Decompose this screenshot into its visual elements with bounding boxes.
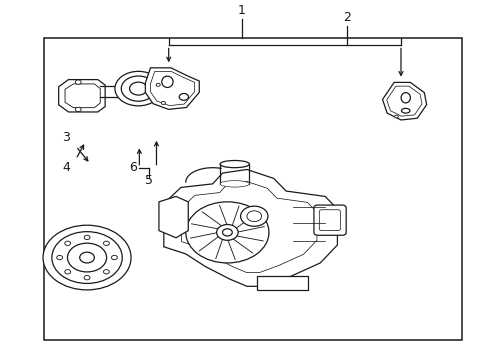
Circle shape <box>240 206 267 226</box>
Circle shape <box>43 225 131 290</box>
Polygon shape <box>150 72 194 105</box>
Circle shape <box>103 270 109 274</box>
Circle shape <box>216 225 238 240</box>
Ellipse shape <box>220 161 249 168</box>
Circle shape <box>181 82 190 90</box>
Circle shape <box>157 80 180 97</box>
Polygon shape <box>256 275 307 290</box>
Text: 3: 3 <box>62 131 70 144</box>
Circle shape <box>156 83 160 86</box>
Circle shape <box>394 115 398 118</box>
Circle shape <box>52 232 122 283</box>
Circle shape <box>115 71 162 106</box>
Circle shape <box>84 235 90 239</box>
Circle shape <box>161 102 165 104</box>
Polygon shape <box>163 170 337 286</box>
Text: 4: 4 <box>62 161 70 174</box>
Ellipse shape <box>400 93 409 103</box>
Circle shape <box>64 270 70 274</box>
Text: 5: 5 <box>145 174 153 187</box>
Ellipse shape <box>401 108 409 113</box>
Circle shape <box>111 255 117 260</box>
Polygon shape <box>59 80 105 112</box>
Polygon shape <box>159 197 188 238</box>
Circle shape <box>75 107 81 112</box>
Circle shape <box>80 252 94 263</box>
FancyBboxPatch shape <box>313 205 346 235</box>
Text: 6: 6 <box>129 161 137 174</box>
FancyBboxPatch shape <box>319 210 340 231</box>
Circle shape <box>67 243 106 272</box>
Polygon shape <box>65 84 100 108</box>
Circle shape <box>151 76 185 101</box>
Circle shape <box>179 94 188 100</box>
Ellipse shape <box>220 181 249 187</box>
Circle shape <box>121 76 155 101</box>
Polygon shape <box>181 181 316 273</box>
Polygon shape <box>145 68 199 109</box>
Circle shape <box>103 241 109 246</box>
Circle shape <box>163 84 174 93</box>
Ellipse shape <box>122 86 129 97</box>
Circle shape <box>177 80 194 93</box>
Ellipse shape <box>123 87 128 95</box>
Circle shape <box>75 80 81 84</box>
Bar <box>44 38 461 340</box>
Circle shape <box>246 211 261 222</box>
Polygon shape <box>386 86 421 116</box>
Circle shape <box>57 255 62 260</box>
Circle shape <box>222 229 232 236</box>
Circle shape <box>84 275 90 280</box>
Circle shape <box>129 82 147 95</box>
Text: 1: 1 <box>238 4 245 17</box>
Circle shape <box>185 202 268 263</box>
Ellipse shape <box>162 76 173 87</box>
Text: 2: 2 <box>343 11 350 24</box>
Circle shape <box>64 241 70 246</box>
Polygon shape <box>382 82 426 120</box>
